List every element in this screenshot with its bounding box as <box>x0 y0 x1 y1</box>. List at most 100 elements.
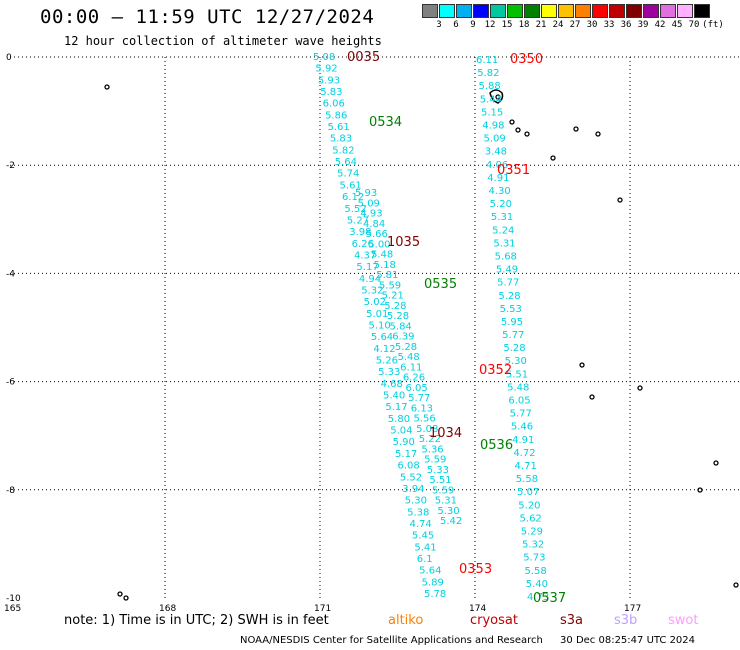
legend-swatch <box>473 4 489 18</box>
track-value-left: 4.37 <box>354 250 376 261</box>
track-value-left: 3.98 <box>349 227 371 238</box>
track-value-left: 5.17 <box>356 262 378 273</box>
island-outline <box>495 94 501 100</box>
track-value-left: 5.52 <box>400 472 422 483</box>
legend-label: 3 <box>436 20 442 30</box>
island-outline <box>637 385 643 391</box>
track-value-left: 5.61 <box>340 180 362 191</box>
track-value-left: 5.86 <box>325 110 347 121</box>
track-value-left: 5.83 <box>330 134 352 145</box>
track-value-right: 5.58 <box>516 474 538 485</box>
pass-time-label: 0035 <box>347 50 380 65</box>
track-value-mid: 6.39 <box>392 332 414 343</box>
island-outline <box>589 394 595 400</box>
track-value-right: 5.46 <box>511 422 533 433</box>
track-value-right: 5.32 <box>522 540 544 551</box>
track-value-right: 5.51 <box>506 369 528 380</box>
track-value-left: 5.27 <box>347 215 369 226</box>
legend-swatch <box>456 4 472 18</box>
track-value-right: 5.62 <box>520 513 542 524</box>
track-value-right: 5.49 <box>496 265 518 276</box>
track-value-right: 5.77 <box>497 278 519 289</box>
y-tick-label: 0 <box>6 53 12 63</box>
legend-label: 33 <box>603 20 615 30</box>
legend-label: 15 <box>501 20 513 30</box>
track-value-left: 5.32 <box>361 285 383 296</box>
track-value-mid: 5.48 <box>398 352 420 363</box>
track-value-right: 5.20 <box>518 500 540 511</box>
legend-labels: 3 6 9 12 15 18 21 24 27 30 33 36 39 42 45 70 (ft) <box>422 18 724 30</box>
legend-label: 12 <box>484 20 496 30</box>
track-value-left: 5.04 <box>390 426 412 437</box>
color-legend: 3 6 9 12 15 18 21 24 27 30 33 36 39 42 45 70 (ft) <box>422 4 724 30</box>
legend-unit: (ft) <box>702 20 724 30</box>
track-value-right: 5.28 <box>503 343 525 354</box>
track-value-right: 6.05 <box>508 396 530 407</box>
legend-label: 9 <box>470 20 476 30</box>
track-value-right: 6.11 <box>476 55 498 66</box>
track-value-right: 5.07 <box>517 487 539 498</box>
track-value-left: 6.26 <box>352 239 374 250</box>
track-value-mid: 5.48 <box>371 250 393 261</box>
track-value-right: 5.31 <box>491 212 513 223</box>
legend-label: 70 <box>688 20 700 30</box>
pass-time-label: 0536 <box>480 438 513 453</box>
legend-swatch <box>524 4 540 18</box>
legend-label: 36 <box>620 20 632 30</box>
island-outline <box>123 595 129 601</box>
track-value-left: 5.02 <box>364 297 386 308</box>
pass-time-label: 1034 <box>429 426 462 441</box>
track-value-mid: 4.93 <box>360 209 382 220</box>
legend-swatch <box>677 4 693 18</box>
track-value-mid: 5.09 <box>358 198 380 209</box>
track-value-left: 5.45 <box>412 531 434 542</box>
track-value-left: 6.12 <box>342 192 364 203</box>
track-value-right: 3.48 <box>485 147 507 158</box>
satellite-label-s3a: s3a <box>560 613 584 628</box>
track-value-left: 5.64 <box>335 157 357 168</box>
legend-label: 24 <box>552 20 564 30</box>
track-value-left: 5.26 <box>376 356 398 367</box>
track-value-mid: 5.21 <box>382 291 404 302</box>
pass-time-label: 0537 <box>533 591 566 606</box>
track-value-left: 5.08 <box>313 52 335 63</box>
track-value-mid: 5.28 <box>395 342 417 353</box>
y-tick-label: -6 <box>6 378 15 388</box>
track-value-right: 4.30 <box>488 186 510 197</box>
legend-swatch <box>609 4 625 18</box>
track-value-right: 4.91 <box>512 435 534 446</box>
track-value-right: 4.06 <box>486 160 508 171</box>
track-value-right: 5.29 <box>521 527 543 538</box>
track-value-left: 5.78 <box>424 589 446 600</box>
credit-org: NOAA/NESDIS Center for Satellite Applica… <box>240 635 543 646</box>
island-outline <box>713 460 719 466</box>
track-value-mid: 6.05 <box>405 383 427 394</box>
track-value-right: 4.72 <box>513 448 535 459</box>
track-value-mid: 4.84 <box>363 219 385 230</box>
x-tick-label: 177 <box>624 604 641 614</box>
track-value-right: 5.31 <box>493 238 515 249</box>
satellite-label-altiko: altiko <box>388 613 424 628</box>
track-value-left: 5.17 <box>395 449 417 460</box>
legend-label: 45 <box>671 20 683 30</box>
track-value-right: 5.77 <box>510 409 532 420</box>
legend-label: 42 <box>654 20 666 30</box>
legend-label: 21 <box>535 20 547 30</box>
island-outline <box>595 131 601 137</box>
track-value-mid: 5.08 <box>416 424 438 435</box>
track-value-right: 5.68 <box>495 251 517 262</box>
x-tick-label: 168 <box>159 604 176 614</box>
island-outline <box>697 487 703 493</box>
y-tick-label: -8 <box>6 486 15 496</box>
track-value-left: 4.68 <box>381 379 403 390</box>
x-tick-label: 165 <box>4 604 21 614</box>
pass-time-label: 0534 <box>369 115 402 130</box>
track-value-right: 5.48 <box>507 382 529 393</box>
pass-time-label: 0350 <box>510 52 543 67</box>
track-value-mid: 5.77 <box>408 393 430 404</box>
track-value-left: 4.74 <box>410 519 432 530</box>
track-value-left: 4.94 <box>359 274 381 285</box>
track-value-right: 5.24 <box>492 225 514 236</box>
